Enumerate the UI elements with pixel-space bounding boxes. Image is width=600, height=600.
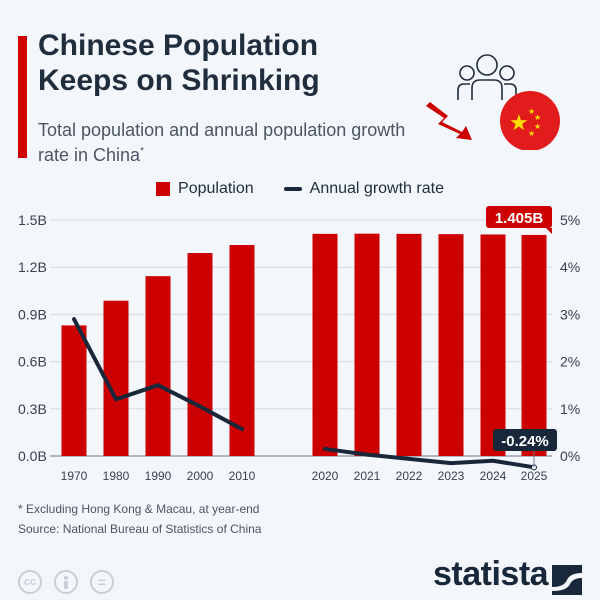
title-accent-bar (18, 36, 27, 158)
subtitle-text: Total population and annual population g… (38, 120, 406, 165)
population-bar (229, 245, 255, 456)
growth-label-box (493, 429, 557, 451)
x-axis-label: 2000 (187, 469, 214, 483)
population-bar (312, 233, 338, 456)
header-illustration: ★ ★ ★ ★ ★ (426, 54, 560, 150)
growth-last-label: -0.24% (501, 433, 549, 450)
legend-label-population: Population (178, 180, 254, 197)
downward-trend-arrow-icon (426, 102, 472, 140)
subtitle-footnote-mark: * (140, 146, 144, 157)
growth-rate-line (323, 446, 536, 470)
population-bar (187, 253, 213, 456)
chart-legend: Population Annual growth rate (0, 180, 600, 198)
left-axis-tick: 0.6B (18, 354, 47, 370)
x-axis-label: 2024 (480, 469, 507, 483)
attribution-icon[interactable] (54, 570, 78, 594)
subtitle: Total population and annual population g… (38, 120, 418, 166)
page-title: Chinese Population Keeps on Shrinking (38, 28, 320, 98)
legend-label-growth: Annual growth rate (309, 180, 444, 197)
title-line-2: Keeps on Shrinking (38, 64, 320, 97)
x-axis-label: 2010 (229, 469, 256, 483)
right-axis-tick: 3% (560, 306, 580, 322)
source-note: Source: National Bureau of Statistics of… (18, 522, 262, 536)
combo-chart: 0.0B 0% 0.3B 1% 0.6B 2% 0.9B 3% 1.2B 4% 1.5B 5% 1970… (18, 206, 580, 483)
population-bar (354, 233, 380, 456)
svg-text:★: ★ (528, 107, 535, 116)
population-last-label: 1.405B (495, 210, 544, 227)
legend-swatch-growth (283, 187, 302, 191)
x-axis-label: 1990 (145, 469, 172, 483)
population-bar (396, 233, 422, 456)
svg-text:★: ★ (509, 110, 529, 135)
statista-logo[interactable]: statista (433, 555, 549, 593)
left-axis-tick: 1.2B (18, 259, 47, 275)
no-derivatives-icon[interactable]: = (90, 570, 114, 594)
population-bar (521, 234, 547, 456)
right-axis-tick: 2% (560, 354, 580, 370)
svg-text:★: ★ (534, 122, 541, 131)
legend-item-population: Population (156, 180, 254, 198)
x-axis-label: 1980 (103, 469, 130, 483)
right-axis-tick: 5% (560, 212, 580, 228)
population-bar (145, 276, 171, 456)
x-axis-label: 2020 (312, 469, 339, 483)
right-axis-tick: 4% (560, 259, 580, 275)
right-axis-tick: 1% (560, 401, 580, 417)
x-axis-label: 1970 (61, 469, 88, 483)
population-label-box (486, 206, 552, 228)
x-axis-label: 2023 (438, 469, 465, 483)
population-bar (103, 300, 129, 456)
left-axis-tick: 0.3B (18, 401, 47, 417)
left-axis-tick: 1.5B (18, 212, 47, 228)
population-label-pointer (546, 228, 552, 234)
svg-text:★: ★ (534, 113, 541, 122)
x-axis-label: 2022 (396, 469, 423, 483)
footnote: * Excluding Hong Kong & Macau, at year-e… (18, 502, 260, 516)
china-flag-icon: ★ ★ ★ ★ ★ (500, 91, 560, 150)
cc-license-icon[interactable]: cc (18, 570, 42, 594)
growth-rate-line (72, 317, 244, 432)
population-bar (480, 234, 506, 456)
x-axis-label: 2021 (354, 469, 381, 483)
svg-text:★: ★ (528, 129, 535, 138)
population-bar (438, 234, 464, 456)
x-axis-label: 2025 (521, 469, 548, 483)
title-line-1: Chinese Population (38, 29, 319, 62)
left-axis-tick: 0.0B (18, 448, 47, 464)
legend-item-growth: Annual growth rate (283, 180, 444, 198)
left-axis-tick: 0.9B (18, 306, 47, 322)
right-axis-tick: 0% (560, 448, 580, 464)
legend-swatch-population (156, 182, 171, 196)
population-bar (61, 325, 87, 456)
statista-logo-mark-icon (552, 565, 582, 595)
people-group-icon (457, 54, 517, 100)
